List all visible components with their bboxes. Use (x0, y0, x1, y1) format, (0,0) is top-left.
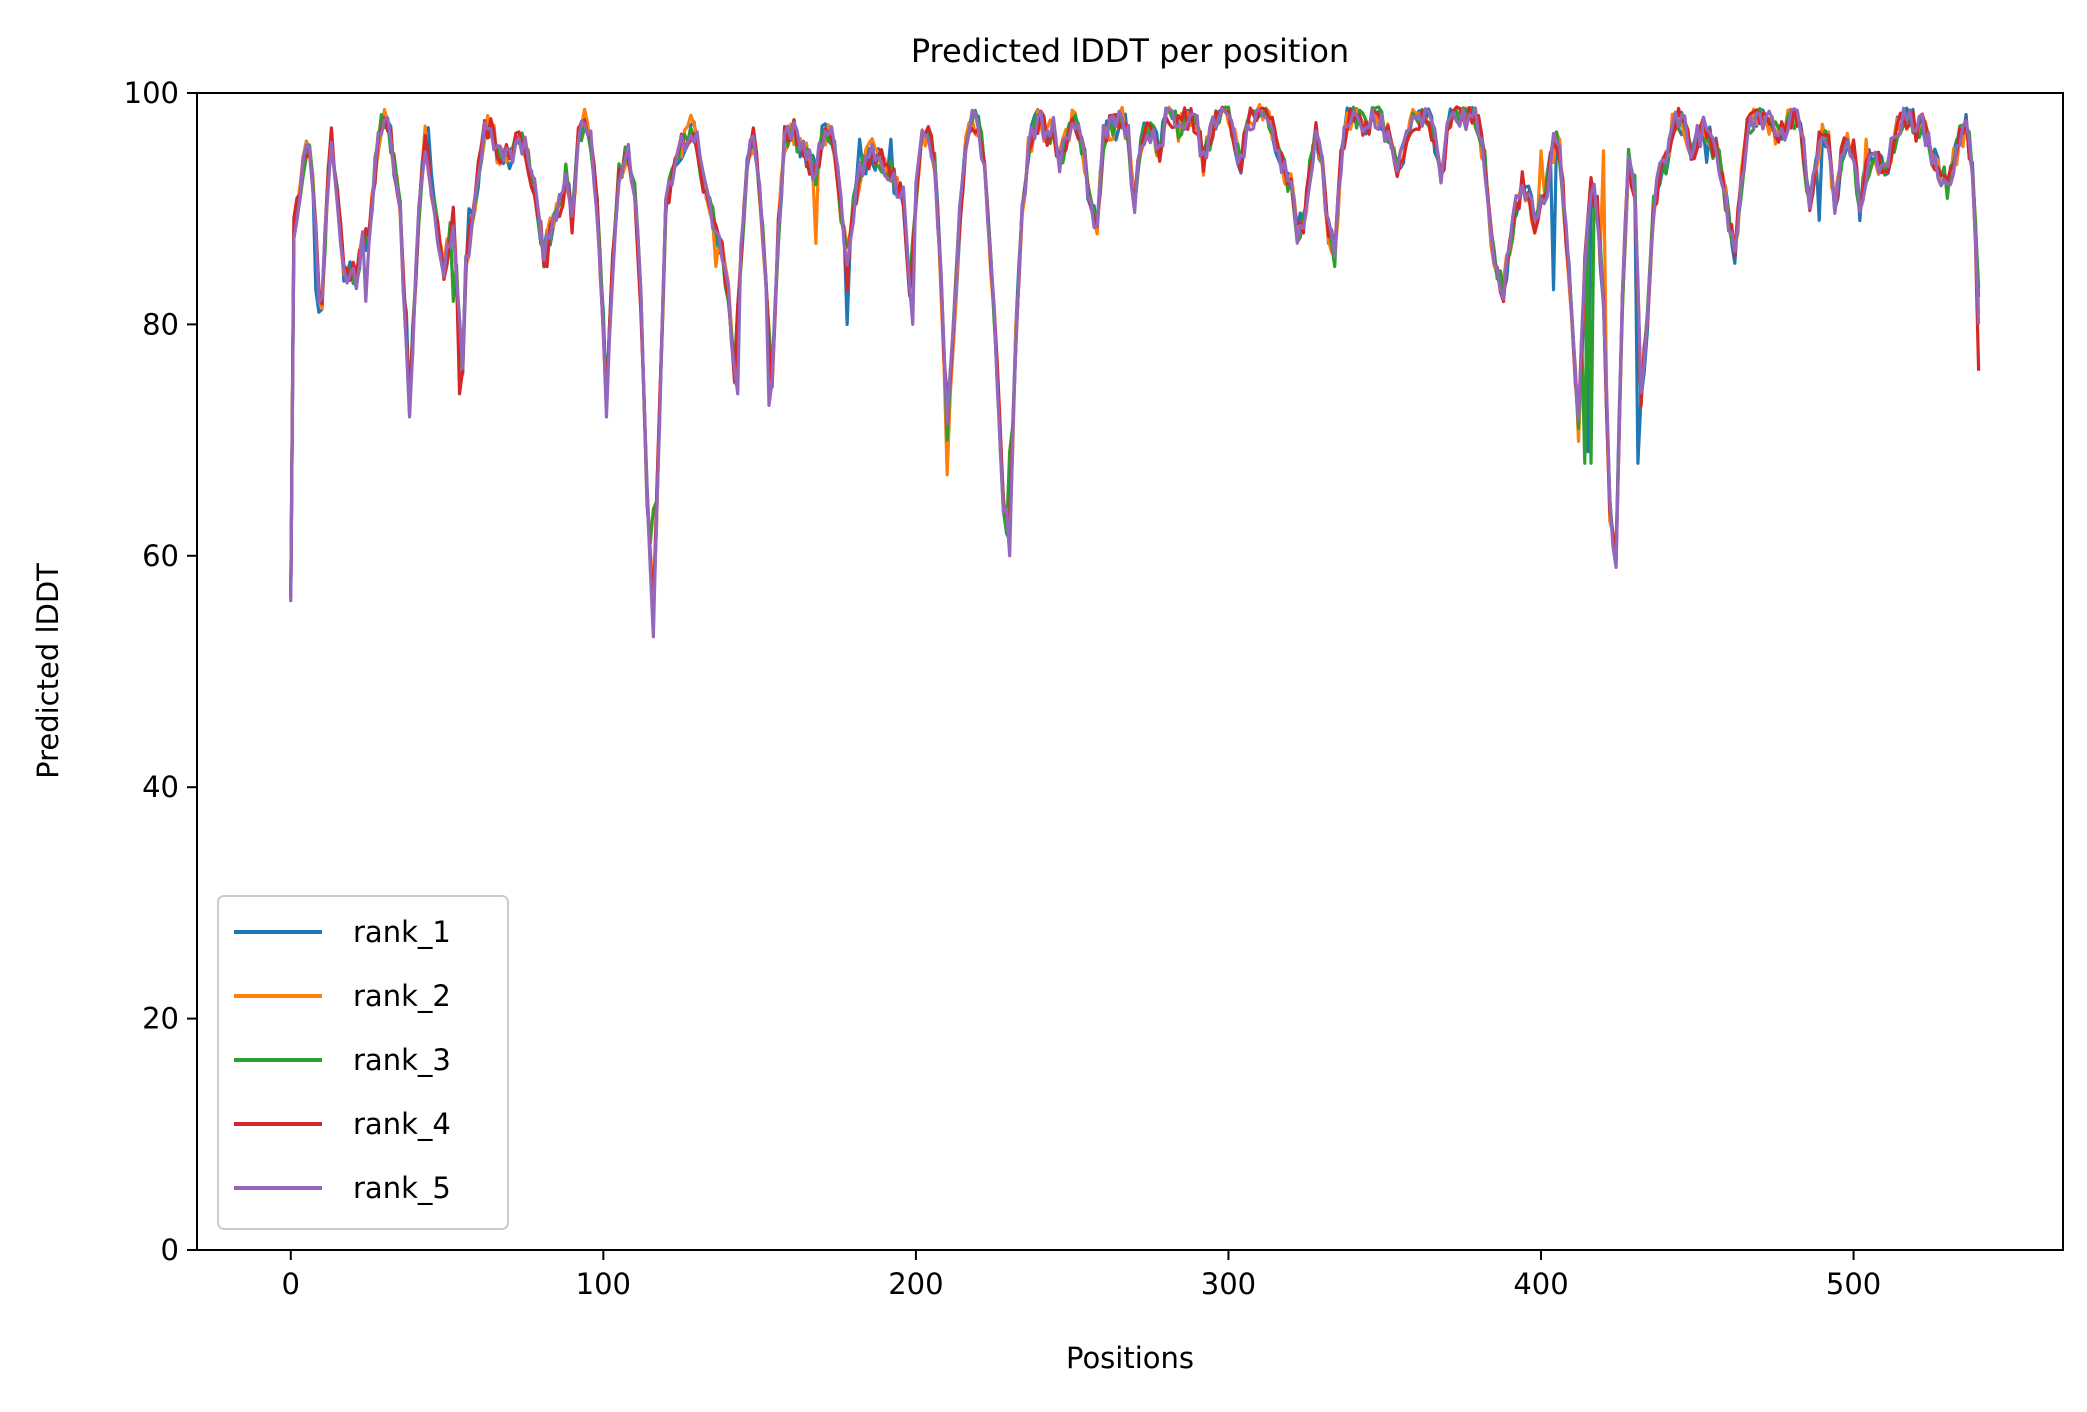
y-tick-label: 0 (161, 1233, 179, 1267)
x-tick-label: 300 (1201, 1267, 1256, 1301)
y-tick-label: 20 (142, 1002, 179, 1036)
y-tick-label: 60 (142, 539, 179, 573)
axes-frame (196, 92, 2064, 1251)
x-axis-ticks: 0 100 200 300 400 500 (282, 1250, 1881, 1301)
legend: rank_1 rank_2 rank_3 rank_4 rank_5 (217, 895, 509, 1230)
x-tick-label: 200 (888, 1267, 943, 1301)
series-layer (289, 102, 1981, 639)
x-tick-label: 400 (1513, 1267, 1568, 1301)
legend-label: rank_2 (353, 979, 451, 1013)
legend-items: rank_1 rank_2 rank_3 rank_4 rank_5 (234, 915, 451, 1205)
y-tick-label: 80 (142, 307, 179, 341)
y-axis-label: Predicted lDDT (31, 563, 65, 779)
x-axis-label: Positions (1066, 1341, 1194, 1375)
legend-label: rank_4 (353, 1107, 451, 1141)
chart-title: Predicted lDDT per position (911, 32, 1349, 70)
legend-label: rank_5 (353, 1171, 451, 1205)
y-tick-label: 40 (142, 770, 179, 804)
legend-box (217, 895, 509, 1230)
legend-label: rank_3 (353, 1043, 451, 1077)
x-tick-label: 0 (282, 1267, 300, 1301)
series-line-rank-5 (289, 106, 1981, 639)
y-tick-label: 100 (124, 76, 179, 110)
x-tick-label: 100 (576, 1267, 631, 1301)
plot-area (196, 92, 2064, 1251)
x-tick-label: 500 (1826, 1267, 1881, 1301)
legend-label: rank_1 (353, 915, 451, 949)
y-axis-ticks: 0 20 40 60 80 100 (124, 76, 197, 1267)
